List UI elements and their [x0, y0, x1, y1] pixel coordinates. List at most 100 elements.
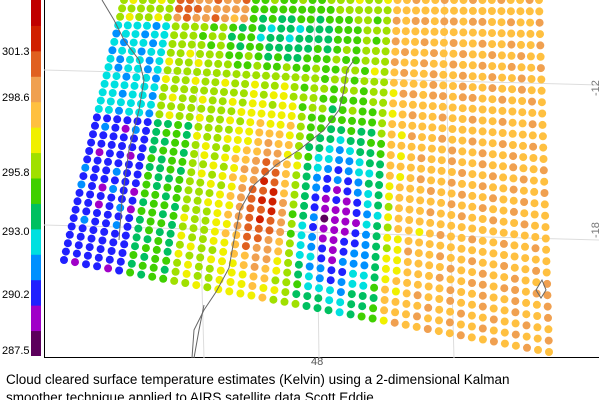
temperature-point — [415, 217, 424, 226]
temperature-point — [291, 181, 300, 189]
temperature-point — [396, 173, 405, 181]
temperature-point — [327, 266, 336, 275]
temperature-point — [265, 129, 274, 138]
temperature-point — [85, 147, 94, 155]
temperature-point — [488, 161, 497, 170]
temperature-point — [530, 199, 539, 208]
temperature-point — [109, 132, 118, 141]
temperature-point — [428, 102, 437, 111]
colorbar-segment — [31, 50, 41, 77]
temperature-point — [420, 59, 429, 68]
temperature-point — [166, 229, 175, 238]
temperature-point — [87, 234, 96, 243]
temperature-point — [469, 0, 477, 4]
temperature-point — [354, 178, 363, 187]
temperature-point — [535, 18, 544, 27]
temperature-point — [140, 252, 149, 261]
temperature-point — [500, 251, 508, 259]
temperature-point — [249, 272, 258, 281]
temperature-point — [447, 221, 456, 230]
temperature-point — [308, 103, 317, 112]
temperature-point — [446, 275, 455, 284]
temperature-point — [209, 161, 218, 170]
temperature-point — [447, 232, 455, 241]
temperature-point — [387, 140, 396, 149]
temperature-point — [179, 31, 188, 40]
temperature-point — [519, 153, 528, 162]
temperature-point — [529, 176, 538, 185]
colorbar-tick-label: 290.2 — [2, 289, 30, 301]
temperature-point — [364, 179, 373, 188]
temperature-point — [415, 228, 424, 236]
temperature-point — [468, 61, 477, 70]
temperature-point — [228, 97, 237, 106]
temperature-point — [148, 92, 157, 100]
colorbar-segment — [31, 330, 41, 356]
temperature-point — [278, 208, 287, 217]
temperature-point — [383, 6, 392, 15]
temperature-point — [200, 225, 209, 234]
temperature-point — [128, 196, 137, 205]
temperature-point — [238, 98, 247, 107]
temperature-point — [301, 182, 310, 191]
temperature-point — [424, 314, 432, 323]
temperature-point — [109, 185, 118, 193]
temperature-point — [147, 47, 156, 56]
colorbar-segment — [31, 0, 41, 26]
temperature-point — [315, 284, 323, 293]
temperature-point — [253, 61, 262, 70]
temperature-point — [185, 177, 194, 186]
temperature-point — [359, 87, 368, 96]
temperature-point — [295, 34, 304, 43]
temperature-point — [457, 223, 466, 232]
temperature-point — [330, 85, 339, 94]
temperature-point — [131, 179, 140, 188]
temperature-point — [343, 36, 352, 44]
temperature-point — [126, 268, 135, 277]
temperature-point — [292, 290, 301, 299]
temperature-point — [424, 303, 433, 312]
temperature-point — [227, 182, 236, 191]
temperature-point — [297, 231, 306, 240]
temperature-point — [185, 112, 194, 121]
temperature-point — [126, 99, 135, 108]
temperature-point — [458, 71, 467, 80]
temperature-point — [87, 138, 96, 147]
temperature-point — [364, 6, 373, 15]
temperature-point — [499, 173, 508, 182]
temperature-point — [100, 79, 109, 88]
temperature-point — [249, 14, 258, 23]
temperature-point — [175, 112, 184, 120]
temperature-point — [214, 199, 223, 208]
temperature-point — [154, 13, 163, 22]
temperature-point — [313, 173, 321, 182]
temperature-point — [289, 92, 298, 101]
temperature-point — [295, 132, 304, 141]
temperature-point — [412, 0, 421, 4]
temperature-point — [407, 132, 416, 141]
temperature-point — [488, 73, 497, 82]
temperature-point — [168, 40, 177, 48]
temperature-point — [249, 90, 258, 98]
temperature-point — [151, 190, 160, 199]
temperature-point — [292, 63, 301, 72]
temperature-point — [326, 286, 334, 295]
temperature-point — [105, 149, 114, 158]
temperature-point — [363, 200, 372, 209]
temperature-point — [459, 17, 468, 26]
temperature-point — [407, 153, 416, 162]
temperature-point — [489, 293, 498, 302]
temperature-point — [498, 84, 507, 93]
temperature-point — [417, 154, 426, 163]
temperature-point — [349, 96, 358, 105]
temperature-point — [283, 268, 292, 277]
temperature-point — [125, 107, 134, 116]
temperature-point — [311, 74, 320, 83]
temperature-point — [341, 66, 350, 74]
colorbar-tick-label: 293.0 — [2, 226, 30, 238]
coastline-path — [535, 278, 547, 299]
temperature-point — [168, 93, 177, 102]
temperature-point — [316, 134, 325, 143]
temperature-point — [335, 15, 344, 24]
temperature-point — [518, 119, 527, 128]
